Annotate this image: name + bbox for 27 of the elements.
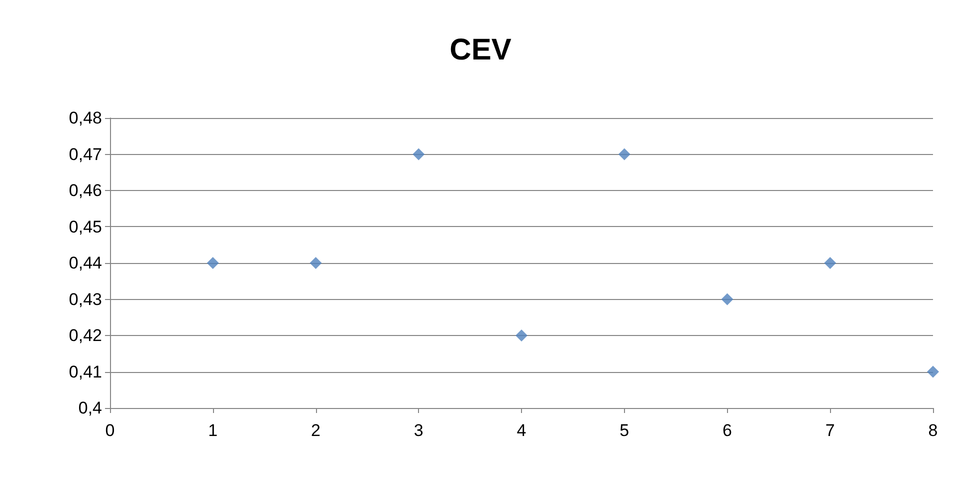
- x-tick-label: 3: [414, 421, 424, 440]
- y-tick-label: 0,47: [68, 144, 102, 164]
- y-tick-label: 0,42: [68, 326, 102, 345]
- point: [516, 330, 528, 342]
- x-tick-label: 0: [105, 421, 115, 440]
- point: [206, 257, 219, 269]
- point: [721, 293, 734, 306]
- chart-title: CEV: [450, 34, 512, 66]
- x-tick-label: 1: [208, 421, 218, 440]
- point: [412, 148, 425, 160]
- x-tick-label: 5: [620, 421, 630, 440]
- point: [618, 148, 630, 160]
- x-tick-label: 8: [928, 421, 938, 440]
- x-tick-label: 2: [311, 421, 320, 440]
- y-tick-label: 0,44: [68, 254, 102, 272]
- x-tick-label: 7: [825, 421, 835, 440]
- y-tick-label: 0,43: [68, 290, 102, 309]
- point: [310, 257, 322, 269]
- y-tick-label: 0,48: [68, 108, 102, 128]
- y-tick-label: 0,46: [68, 181, 102, 200]
- x-tick-label: 6: [722, 421, 732, 440]
- point: [824, 257, 836, 269]
- y-tick-label: 0,41: [68, 362, 102, 382]
- x-tick-label: 4: [516, 421, 526, 440]
- point: [927, 366, 939, 378]
- y-tick-label: 0,4: [78, 398, 102, 418]
- y-tick-label: 0,45: [68, 217, 102, 236]
